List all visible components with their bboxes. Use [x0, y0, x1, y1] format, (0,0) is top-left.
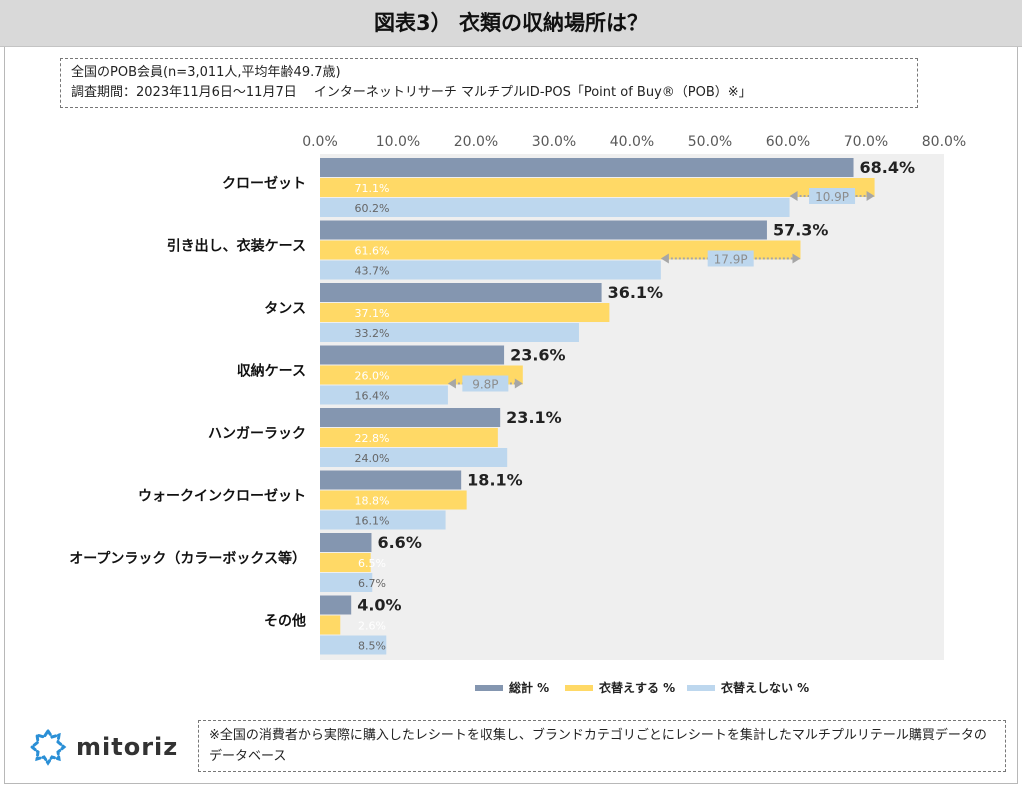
bar-total [320, 533, 372, 552]
bar-change [320, 615, 341, 635]
data-label-change: 61.6% [355, 245, 390, 258]
data-label-nochange: 43.7% [355, 265, 390, 278]
bar-nochange [320, 573, 373, 592]
data-label-nochange: 60.2% [355, 202, 390, 215]
data-label-total: 18.1% [467, 471, 523, 490]
bar-change [320, 428, 498, 447]
survey-info-line-2: 調査期間：2023年11月6日～11月7日 インターネットリサーチ マルチプルI… [71, 85, 752, 100]
diff-arrow-right [866, 191, 875, 201]
x-tick-label: 0.0% [302, 134, 338, 150]
data-label-total: 6.6% [377, 533, 421, 552]
diff-label: 10.9P [815, 190, 849, 204]
data-label-total: 4.0% [357, 596, 401, 615]
x-tick-label: 60.0% [766, 134, 810, 150]
survey-info-line-1: 全国のPOB会員(n=3,011人,平均年齢49.7歳) [71, 65, 341, 80]
category-label: その他 [264, 613, 306, 630]
legend-swatch [687, 685, 715, 691]
data-label-nochange: 6.7% [358, 577, 386, 590]
legend-swatch [475, 685, 503, 691]
diff-label: 17.9P [714, 253, 748, 267]
bar-nochange [320, 448, 508, 467]
bar-nochange [320, 260, 661, 280]
bar-nochange [320, 323, 579, 342]
data-label-nochange: 16.4% [355, 390, 390, 403]
survey-info-box: 全国のPOB会員(n=3,011人,平均年齢49.7歳) 調査期間：2023年1… [60, 58, 918, 108]
bar-total [320, 470, 462, 490]
legend-label: 衣替えする % [599, 680, 675, 695]
data-label-change: 26.0% [355, 370, 390, 383]
x-tick-label: 10.0% [376, 134, 420, 150]
diff-arrow-left [660, 253, 669, 264]
bar-change [320, 240, 801, 260]
brand-logo: mitoriz [28, 720, 188, 774]
data-label-change: 18.8% [355, 495, 390, 508]
x-tick-label: 70.0% [844, 134, 888, 150]
data-label-total: 23.6% [510, 346, 566, 365]
bar-total [320, 283, 602, 302]
data-label-change: 6.5% [358, 557, 386, 570]
bar-total [320, 158, 854, 177]
bar-total [320, 595, 352, 615]
chart-area: 0.0% 10.0% 20.0% 30.0% 40.0% 50.0% 60.0% 70.0% 8… [0, 120, 1024, 710]
data-label-change: 22.8% [355, 432, 390, 445]
data-label-change: 37.1% [355, 307, 390, 320]
data-label-change: 2.6% [358, 620, 386, 633]
bar-change [320, 490, 467, 510]
data-label-nochange: 33.2% [355, 327, 390, 340]
diff-label-bg [809, 188, 856, 204]
mitoriz-logo-icon [29, 728, 67, 766]
bar-change [320, 178, 875, 197]
diff-arrow-right [792, 253, 801, 264]
x-tick-label: 20.0% [454, 134, 498, 150]
category-label: ハンガーラック [208, 426, 306, 442]
bar-nochange [320, 198, 790, 217]
figure-title: 図表3） 衣類の収納場所は？ [0, 0, 1022, 47]
diff-arrow-left [447, 378, 456, 389]
footnote-box: ※全国の消費者から実際に購入したレシートを収集し、ブランドカテゴリごとにレシート… [198, 720, 1006, 772]
diff-arrow-left [789, 191, 798, 201]
data-label-total: 57.3% [773, 221, 829, 240]
category-label: タンス [264, 301, 306, 317]
legend-label: 衣替えしない % [721, 680, 809, 695]
x-tick-label: 30.0% [532, 134, 576, 150]
category-label: ウォークインクローゼット [138, 488, 306, 505]
bar-total [320, 408, 501, 427]
data-label-nochange: 24.0% [355, 452, 390, 465]
bar-nochange [320, 385, 448, 405]
bar-total [320, 345, 505, 365]
category-label: 引き出し、衣装ケース [167, 238, 306, 255]
data-label-total: 68.4% [860, 158, 916, 177]
x-tick-label: 40.0% [610, 134, 654, 150]
bar-total [320, 220, 767, 240]
legend-label: 総計 % [509, 680, 549, 695]
data-label-nochange: 16.1% [355, 515, 390, 528]
diff-label-bg [707, 250, 754, 267]
diff-arrow-right [514, 378, 523, 389]
logo-text: mitoriz [76, 733, 179, 761]
x-tick-label: 50.0% [688, 134, 732, 150]
data-label-nochange: 8.5% [358, 640, 386, 653]
data-label-total: 36.1% [608, 283, 664, 302]
bar-nochange [320, 635, 387, 655]
data-label-change: 71.1% [355, 182, 390, 195]
category-label: クローゼット [222, 175, 306, 192]
diff-label: 9.8P [472, 378, 498, 392]
bar-change [320, 553, 371, 572]
bar-chart: 0.0% 10.0% 20.0% 30.0% 40.0% 50.0% 60.0% 70.0% 8… [69, 134, 966, 695]
bar-nochange [320, 510, 446, 530]
category-label: オープンラック（カラーボックス等） [69, 550, 306, 567]
legend-swatch [565, 685, 593, 691]
bar-change [320, 303, 610, 322]
category-label: 収納ケース [237, 363, 306, 380]
x-tick-label: 80.0% [922, 134, 966, 150]
diff-label-bg [462, 375, 509, 392]
data-label-total: 23.1% [506, 408, 562, 427]
